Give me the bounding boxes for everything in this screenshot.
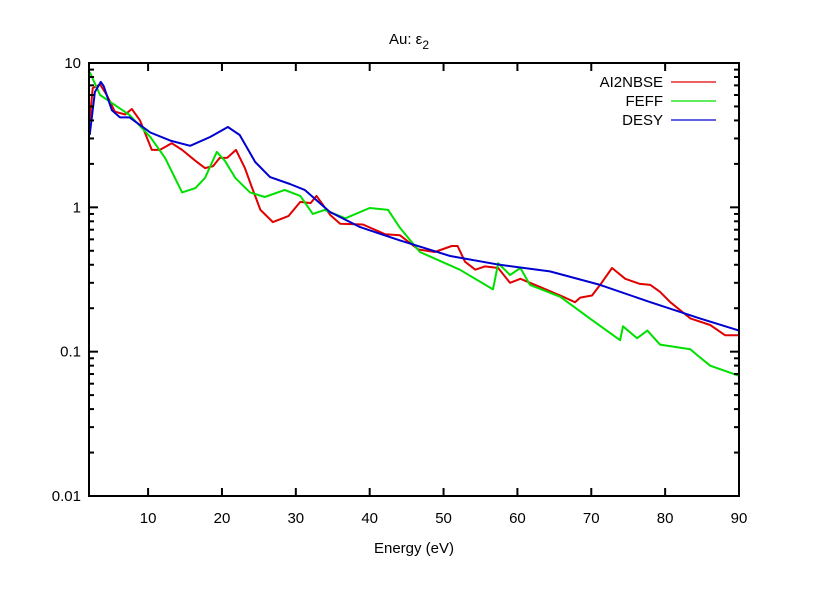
x-axis-label: Energy (eV) [374, 540, 454, 557]
x-tick-label: 10 [140, 510, 157, 527]
y-tick-label: 0.01 [52, 488, 81, 505]
y-tick-label: 10 [64, 55, 81, 72]
x-tick-label: 70 [583, 510, 600, 527]
x-tick-label: 50 [435, 510, 452, 527]
chart-title: Au: ε2 [389, 31, 429, 52]
x-tick-label: 60 [509, 510, 526, 527]
ticks-layer: 10 20 30 40 50 60 70 80 90 0.01 0.1 1 10 [52, 55, 748, 527]
legend-label-feff: FEFF [626, 93, 664, 110]
legend-label-ai2nbse: AI2NBSE [600, 74, 663, 91]
series-line-feff [89, 71, 739, 377]
y-tick-label: 1 [73, 199, 81, 216]
x-tick-label: 80 [657, 510, 674, 527]
legend-label-desy: DESY [622, 112, 663, 129]
x-tick-label: 40 [361, 510, 378, 527]
x-tick-label: 20 [214, 510, 231, 527]
plot-area: 10 20 30 40 50 60 70 80 90 0.01 0.1 1 10 [52, 55, 748, 527]
y-tick-label: 0.1 [60, 344, 81, 361]
x-tick-label: 30 [287, 510, 304, 527]
plot-frame [88, 62, 740, 497]
x-tick-label: 90 [731, 510, 748, 527]
series-line-desy [89, 80, 739, 332]
legend: AI2NBSE FEFF DESY [600, 74, 716, 129]
series-layer [89, 71, 739, 377]
series-line-ai2nbse [89, 83, 739, 337]
